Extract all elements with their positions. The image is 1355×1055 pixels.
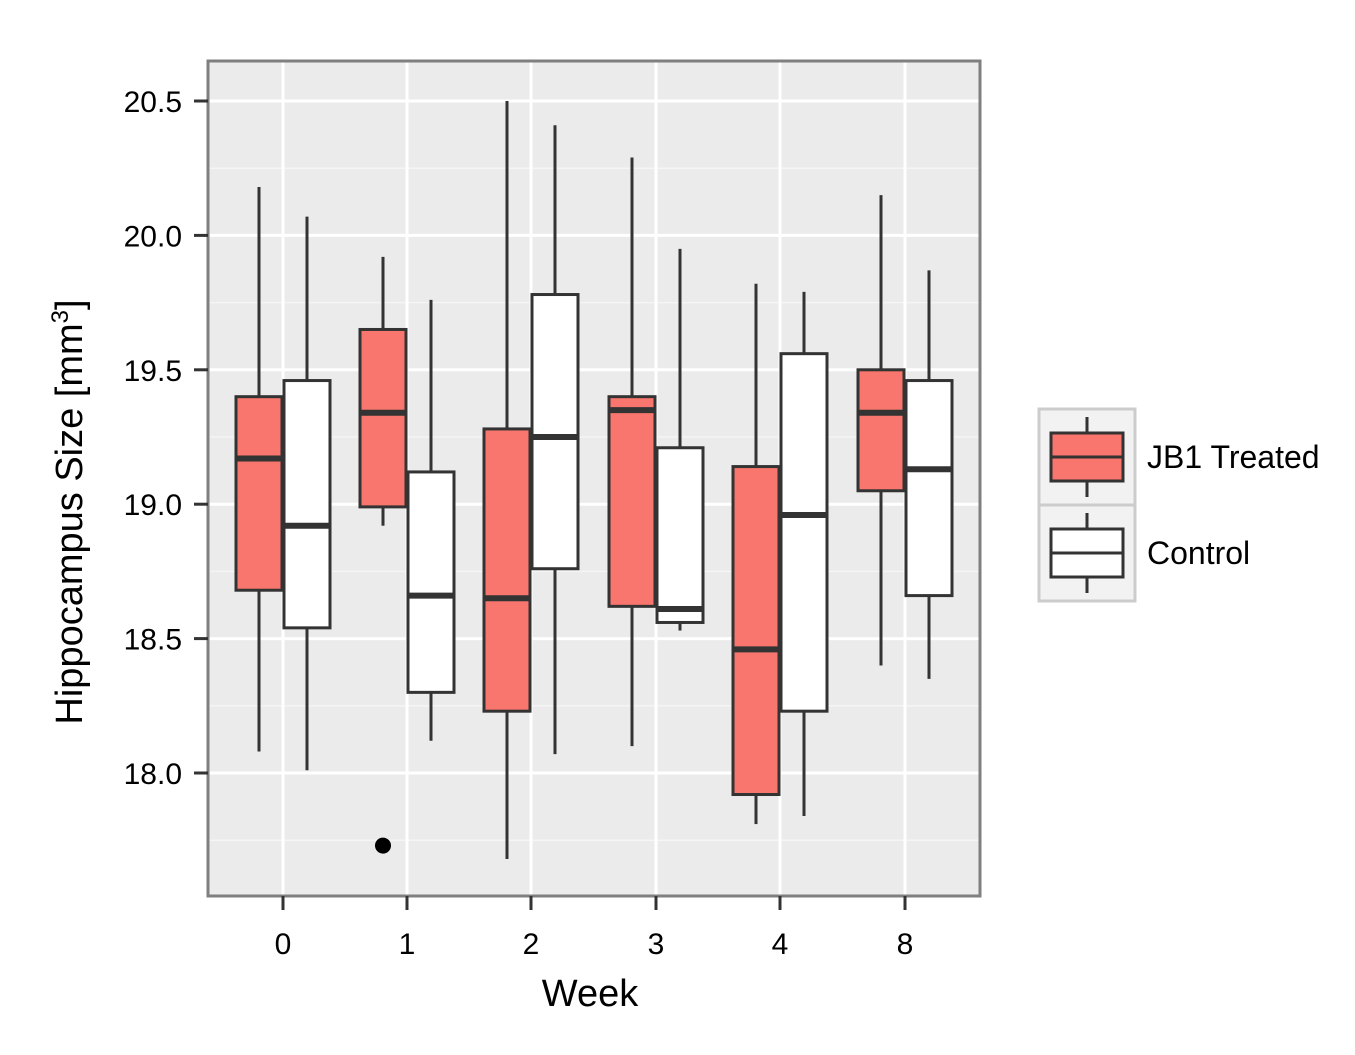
legend-item-treated: JB1 Treated — [1037, 407, 1320, 507]
box-series — [234, 101, 954, 860]
legend-label: JB1 Treated — [1147, 439, 1320, 475]
x-tick-label: 4 — [772, 928, 789, 961]
legend-label: Control — [1147, 535, 1250, 571]
box-iqr — [856, 368, 906, 493]
panel-background — [208, 61, 980, 896]
panel-border — [206, 59, 982, 898]
box-control-week-2 — [530, 125, 580, 755]
y-axis: 18.0 18.5 19.0 19.5 20.0 20.5 — [124, 86, 208, 791]
x-tick-label: 2 — [523, 928, 540, 961]
box-iqr — [655, 446, 705, 624]
legend: JB1 Treated Control — [1037, 407, 1320, 603]
box-control-week-8 — [904, 270, 954, 679]
legend-item-control: Control — [1037, 503, 1250, 603]
y-tick-label: 19.5 — [124, 355, 182, 388]
y-tick-label: 19.0 — [124, 489, 182, 522]
box-iqr — [406, 470, 456, 694]
box-treated-week-2 — [482, 101, 532, 860]
box-iqr — [607, 395, 657, 608]
box-treated-week-1 — [358, 256, 408, 854]
box-treated-week-4 — [731, 283, 781, 825]
box-iqr — [731, 465, 781, 797]
x-tick-label: 0 — [275, 928, 292, 961]
box-iqr — [530, 293, 580, 571]
box-iqr — [482, 427, 532, 713]
box-treated-week-3 — [607, 157, 657, 747]
box-treated-week-8 — [856, 195, 906, 666]
outlier-point — [375, 837, 391, 854]
x-axis: 0 1 2 3 4 8 — [275, 896, 914, 961]
plot-panel — [206, 59, 982, 898]
box-treated-week-0 — [234, 187, 284, 752]
box-control-week-0 — [282, 216, 332, 771]
x-tick-label: 8 — [897, 928, 914, 961]
y-axis-title-main: Hippocampus Size [mm — [49, 323, 91, 724]
box-iqr — [358, 327, 408, 509]
x-axis-title: Week — [542, 973, 639, 1015]
y-tick-label: 18.5 — [124, 624, 182, 657]
box-iqr — [234, 395, 284, 592]
box-control-week-1 — [406, 299, 456, 741]
x-tick-label: 3 — [648, 928, 665, 961]
x-tick-label: 1 — [399, 928, 416, 961]
y-axis-title-end: ] — [49, 299, 91, 310]
box-iqr — [904, 379, 954, 598]
y-axis-title-superscript: 3 — [47, 310, 74, 323]
y-tick-label: 20.0 — [124, 220, 182, 253]
box-control-week-3 — [655, 248, 705, 631]
box-iqr — [779, 352, 829, 713]
y-axis-title: Hippocampus Size [mm3] — [47, 299, 91, 724]
y-tick-label: 18.0 — [124, 758, 182, 791]
box-iqr — [282, 379, 332, 630]
y-tick-label: 20.5 — [124, 86, 182, 119]
box-control-week-4 — [779, 291, 829, 817]
